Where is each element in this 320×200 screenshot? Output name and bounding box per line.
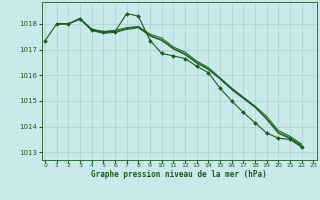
X-axis label: Graphe pression niveau de la mer (hPa): Graphe pression niveau de la mer (hPa) bbox=[91, 170, 267, 179]
